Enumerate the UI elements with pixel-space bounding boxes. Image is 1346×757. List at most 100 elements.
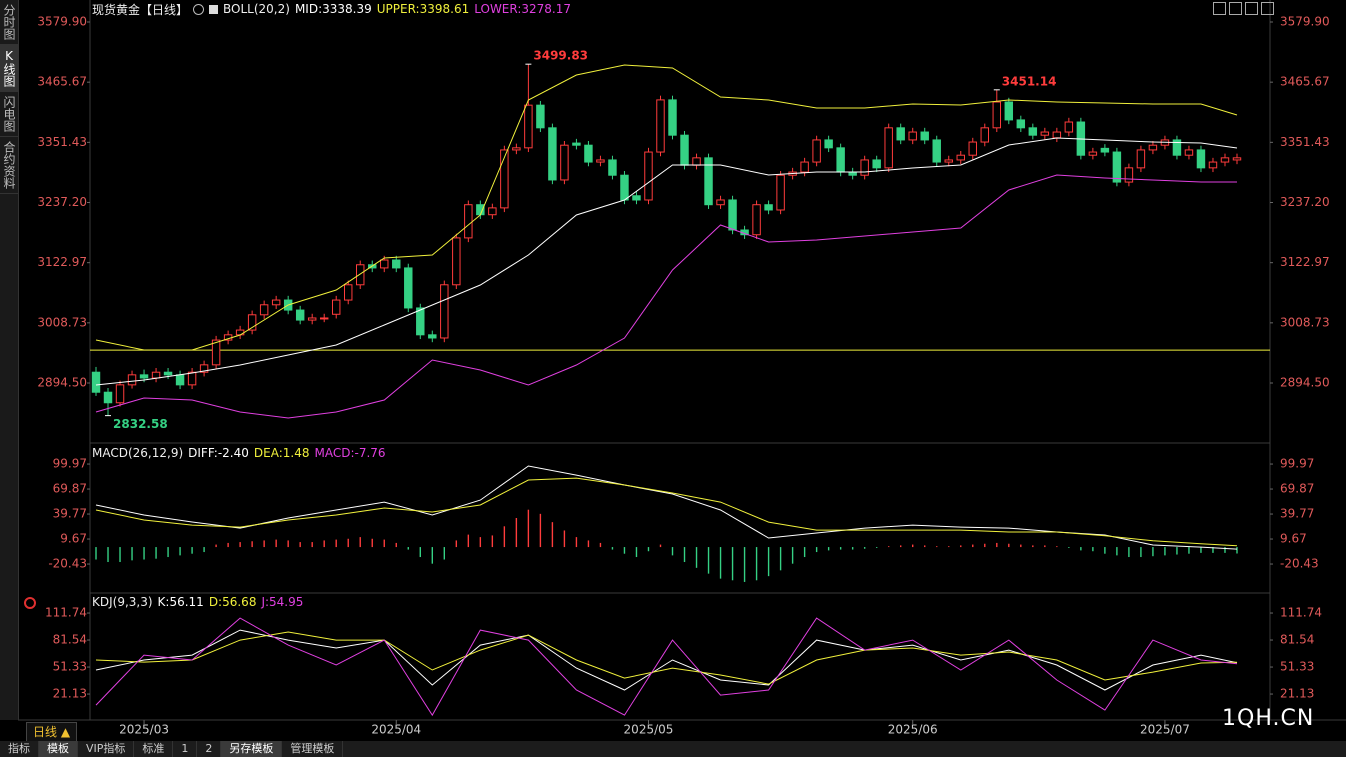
side-tab[interactable]: 合约资料 <box>0 137 18 194</box>
tab[interactable]: 标准 <box>134 741 174 757</box>
candle-body <box>295 309 305 321</box>
indicator-line <box>95 465 1238 550</box>
tool-button[interactable] <box>1229 2 1242 15</box>
y-tick-label: 3237.20 <box>37 195 87 209</box>
candle-body <box>848 171 857 176</box>
candle-body <box>488 207 497 216</box>
candle-body <box>235 329 245 336</box>
side-tab[interactable]: 分时图 <box>0 0 18 45</box>
candle-body <box>836 147 845 173</box>
indicator: BOLL(20,2) <box>223 2 290 16</box>
y-tick-label: 9.67 <box>1280 532 1307 546</box>
y-tick-label: 3237.20 <box>1280 195 1330 209</box>
tab-bar: 指标 模板 VIP指标 标准 1 2 另存模板 管理模板 <box>0 741 1346 757</box>
indicator-line <box>95 629 1238 691</box>
candle-body <box>1112 151 1122 183</box>
tool-button[interactable] <box>1245 2 1258 15</box>
candle-body <box>1172 139 1182 156</box>
tab[interactable]: 模板 <box>39 741 78 757</box>
candle-body <box>608 159 617 176</box>
candle-body <box>259 304 269 316</box>
macd-header: MACD(26,12,9) DIFF:-2.40 DEA:1.48 MACD:-7.… <box>92 445 386 461</box>
candle-body <box>1028 127 1038 136</box>
candle-body <box>452 237 461 286</box>
y-tick-label: 21.13 <box>1280 687 1314 701</box>
y-tick-label: 3579.90 <box>37 15 87 29</box>
legend-entry: J:54.95 <box>261 595 304 609</box>
side-tab[interactable]: K线图 <box>0 45 18 92</box>
tab[interactable]: 2 <box>197 741 222 757</box>
icon[interactable] <box>209 4 219 14</box>
indicator: MACD(26,12,9) <box>92 446 184 460</box>
candle-body <box>1040 131 1050 136</box>
x-tick-label: 2025/03 <box>119 723 169 737</box>
candle-body <box>91 371 101 393</box>
tab[interactable]: 指标 <box>0 741 39 757</box>
candle-body <box>1208 161 1218 169</box>
tab[interactable]: 另存模板 <box>221 741 283 757</box>
candle-body <box>187 371 197 386</box>
candle-body <box>356 264 365 286</box>
candle-body <box>1088 151 1098 156</box>
candle-body <box>956 154 965 161</box>
candle-body <box>1016 119 1026 129</box>
candle-body <box>668 99 677 136</box>
extreme-label: 3451.14 <box>1002 74 1057 88</box>
y-tick-label: 21.13 <box>53 687 87 701</box>
candle-body <box>716 199 725 206</box>
legend-entry: UPPER:3398.61 <box>376 2 470 16</box>
candle-body <box>680 134 689 166</box>
icon[interactable] <box>24 597 36 609</box>
candle-body <box>596 159 605 163</box>
tab[interactable]: 1 <box>173 741 198 757</box>
candle-body <box>247 314 257 331</box>
candle-body <box>824 139 833 149</box>
candle-body <box>1232 157 1242 161</box>
candle-body <box>908 131 917 141</box>
tab[interactable]: 管理模板 <box>282 741 344 757</box>
candle-body <box>103 391 113 404</box>
candle-body <box>331 299 341 315</box>
candle-body <box>307 317 317 321</box>
period-button[interactable]: 日线 ▲ <box>26 722 78 742</box>
candle-body <box>392 259 401 269</box>
candle-body <box>620 174 629 201</box>
candle-body <box>211 339 221 366</box>
candle-body <box>416 307 425 336</box>
y-tick-label: 3008.73 <box>37 315 87 329</box>
candle-body <box>151 371 161 379</box>
x-tick-label: 2025/07 <box>1140 723 1190 737</box>
tool-button[interactable] <box>1213 2 1226 15</box>
y-tick-label: 3351.43 <box>1280 135 1330 149</box>
indicator-line <box>95 617 1238 717</box>
extreme-label: 3499.83 <box>533 49 588 63</box>
candle-body <box>1124 167 1134 183</box>
candle-body <box>1184 149 1194 156</box>
legend-entry: DEA:1.48 <box>253 446 310 460</box>
y-tick-label: 3465.67 <box>1280 75 1330 89</box>
candle-body <box>440 284 449 339</box>
candle-body <box>271 299 281 306</box>
candle-body <box>380 259 389 269</box>
candle-body <box>139 374 149 379</box>
y-tick-label: 3122.97 <box>1280 255 1330 269</box>
tab[interactable]: VIP指标 <box>78 741 135 757</box>
candle-body <box>980 127 989 143</box>
y-tick-label: 111.74 <box>1280 606 1322 620</box>
icon[interactable] <box>193 3 205 15</box>
chart-title: 现货黄金【日线】 <box>92 2 189 17</box>
candle-body <box>704 157 713 206</box>
candle-body <box>163 371 173 376</box>
y-tick-label: 99.97 <box>53 457 87 471</box>
side-tab[interactable]: 闪电图 <box>0 92 18 137</box>
candle-body <box>764 204 773 211</box>
tool-button[interactable] <box>1261 2 1274 15</box>
candle-body <box>127 374 137 386</box>
candle-body <box>428 334 437 339</box>
y-tick-label: 39.77 <box>53 507 87 521</box>
candle-body <box>968 141 977 156</box>
candle-body <box>656 99 665 153</box>
y-tick-label: -20.43 <box>1280 557 1319 571</box>
